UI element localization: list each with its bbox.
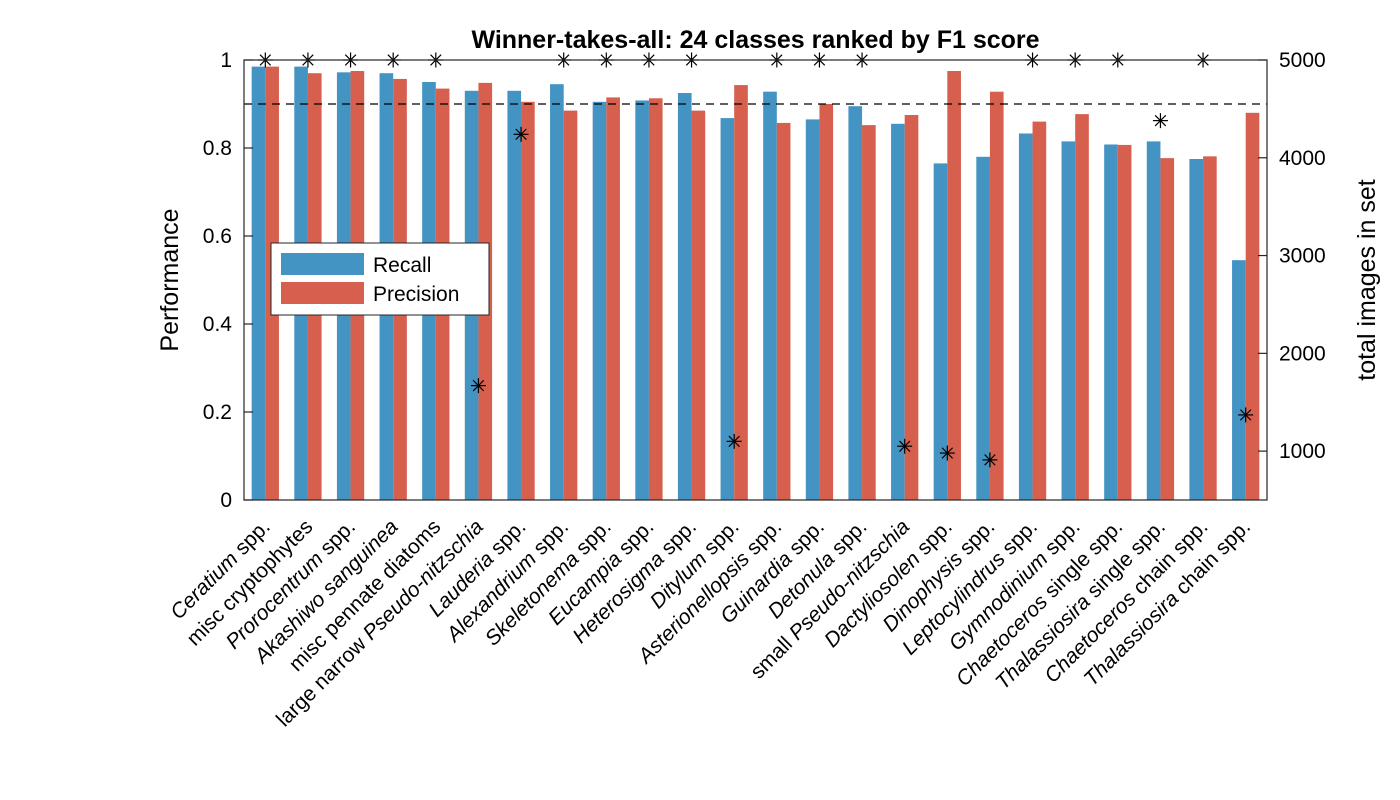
bar-recall-15 [891, 123, 905, 501]
bar-recall-13 [805, 119, 820, 501]
total-images-marker-15 [897, 438, 913, 454]
right-tick-label-3: 4000 [1279, 147, 1326, 170]
left-tick-label-2: 0.4 [203, 313, 233, 336]
chart-title: Winner-takes-all: 24 classes ranked by F… [471, 26, 1039, 54]
legend-swatch-precision [281, 282, 364, 304]
bar-recall-6 [507, 90, 522, 501]
bar-precision-11 [734, 85, 748, 500]
bar-precision-14 [862, 125, 876, 501]
bar-precision-6 [521, 101, 535, 501]
bar-precision-17 [989, 91, 1004, 501]
bar-precision-15 [904, 115, 919, 500]
bar-recall-14 [848, 106, 863, 500]
bar-recall-12 [763, 91, 777, 501]
bar-precision-20 [1117, 144, 1132, 501]
total-images-marker-16 [939, 445, 955, 461]
bar-recall-9 [635, 100, 649, 500]
bar-recall-18 [1018, 133, 1033, 501]
bar-recall-8 [592, 101, 607, 501]
category-labels: Ceratium spp.misc cryptophytesProrocentr… [166, 515, 1255, 731]
bar-precision-16 [947, 71, 961, 500]
right-axis-ticks: 1000 2000 3000 4000 5000 [1258, 49, 1326, 463]
total-images-marker-6 [513, 126, 529, 142]
total-images-marker-11 [726, 433, 742, 449]
total-images-marker-21 [1152, 113, 1168, 129]
bar-recall-10 [677, 93, 692, 500]
left-axis-ticks: 0 0.2 0.4 0.6 0.8 1 [203, 49, 253, 512]
bar-recall-7 [550, 84, 564, 500]
bar-recall-22 [1189, 159, 1204, 500]
bar-precision-21 [1160, 158, 1175, 500]
right-tick-label-2: 3000 [1279, 245, 1326, 268]
right-tick-label-4: 5000 [1279, 49, 1326, 72]
bar-recall-16 [933, 163, 948, 500]
y-axis-label-right: total images in set [1353, 179, 1381, 381]
bar-precision-18 [1032, 121, 1047, 500]
bar-recall-0 [251, 66, 266, 500]
left-tick-label-0: 0 [220, 489, 232, 512]
bar-recall-11 [720, 118, 735, 500]
legend-label-recall: Recall [373, 254, 431, 277]
left-tick-label-3: 0.6 [203, 225, 232, 248]
left-tick-label-1: 0.2 [203, 401, 232, 424]
bar-precision-8 [606, 97, 620, 501]
legend-swatch-recall [281, 253, 364, 275]
bar-precision-23 [1245, 112, 1260, 501]
legend-label-precision: Precision [373, 283, 459, 306]
y-axis-label: Performance [156, 208, 184, 351]
right-tick-label-0: 1000 [1279, 440, 1326, 463]
total-images-marker-23 [1238, 407, 1254, 423]
left-tick-label-4: 0.8 [203, 137, 232, 160]
legend: Recall Precision [270, 242, 490, 316]
bar-recall-19 [1061, 141, 1076, 500]
bar-precision-13 [819, 104, 834, 500]
bar-recall-21 [1146, 141, 1161, 500]
total-images-marker-17 [982, 452, 998, 468]
bar-precision-9 [648, 98, 663, 500]
right-tick-label-1: 2000 [1279, 342, 1326, 365]
left-tick-label-5: 1 [220, 49, 232, 72]
bar-recall-17 [976, 156, 990, 501]
total-images-marker-5 [470, 378, 486, 394]
bar-precision-10 [691, 110, 706, 500]
bar-precision-12 [776, 122, 791, 501]
bar-precision-22 [1203, 156, 1217, 501]
bar-recall-23 [1232, 260, 1246, 500]
plot-frame [243, 59, 1268, 501]
bar-recall-20 [1104, 144, 1118, 501]
bar-precision-7 [563, 110, 578, 500]
bar-precision-19 [1075, 114, 1089, 501]
